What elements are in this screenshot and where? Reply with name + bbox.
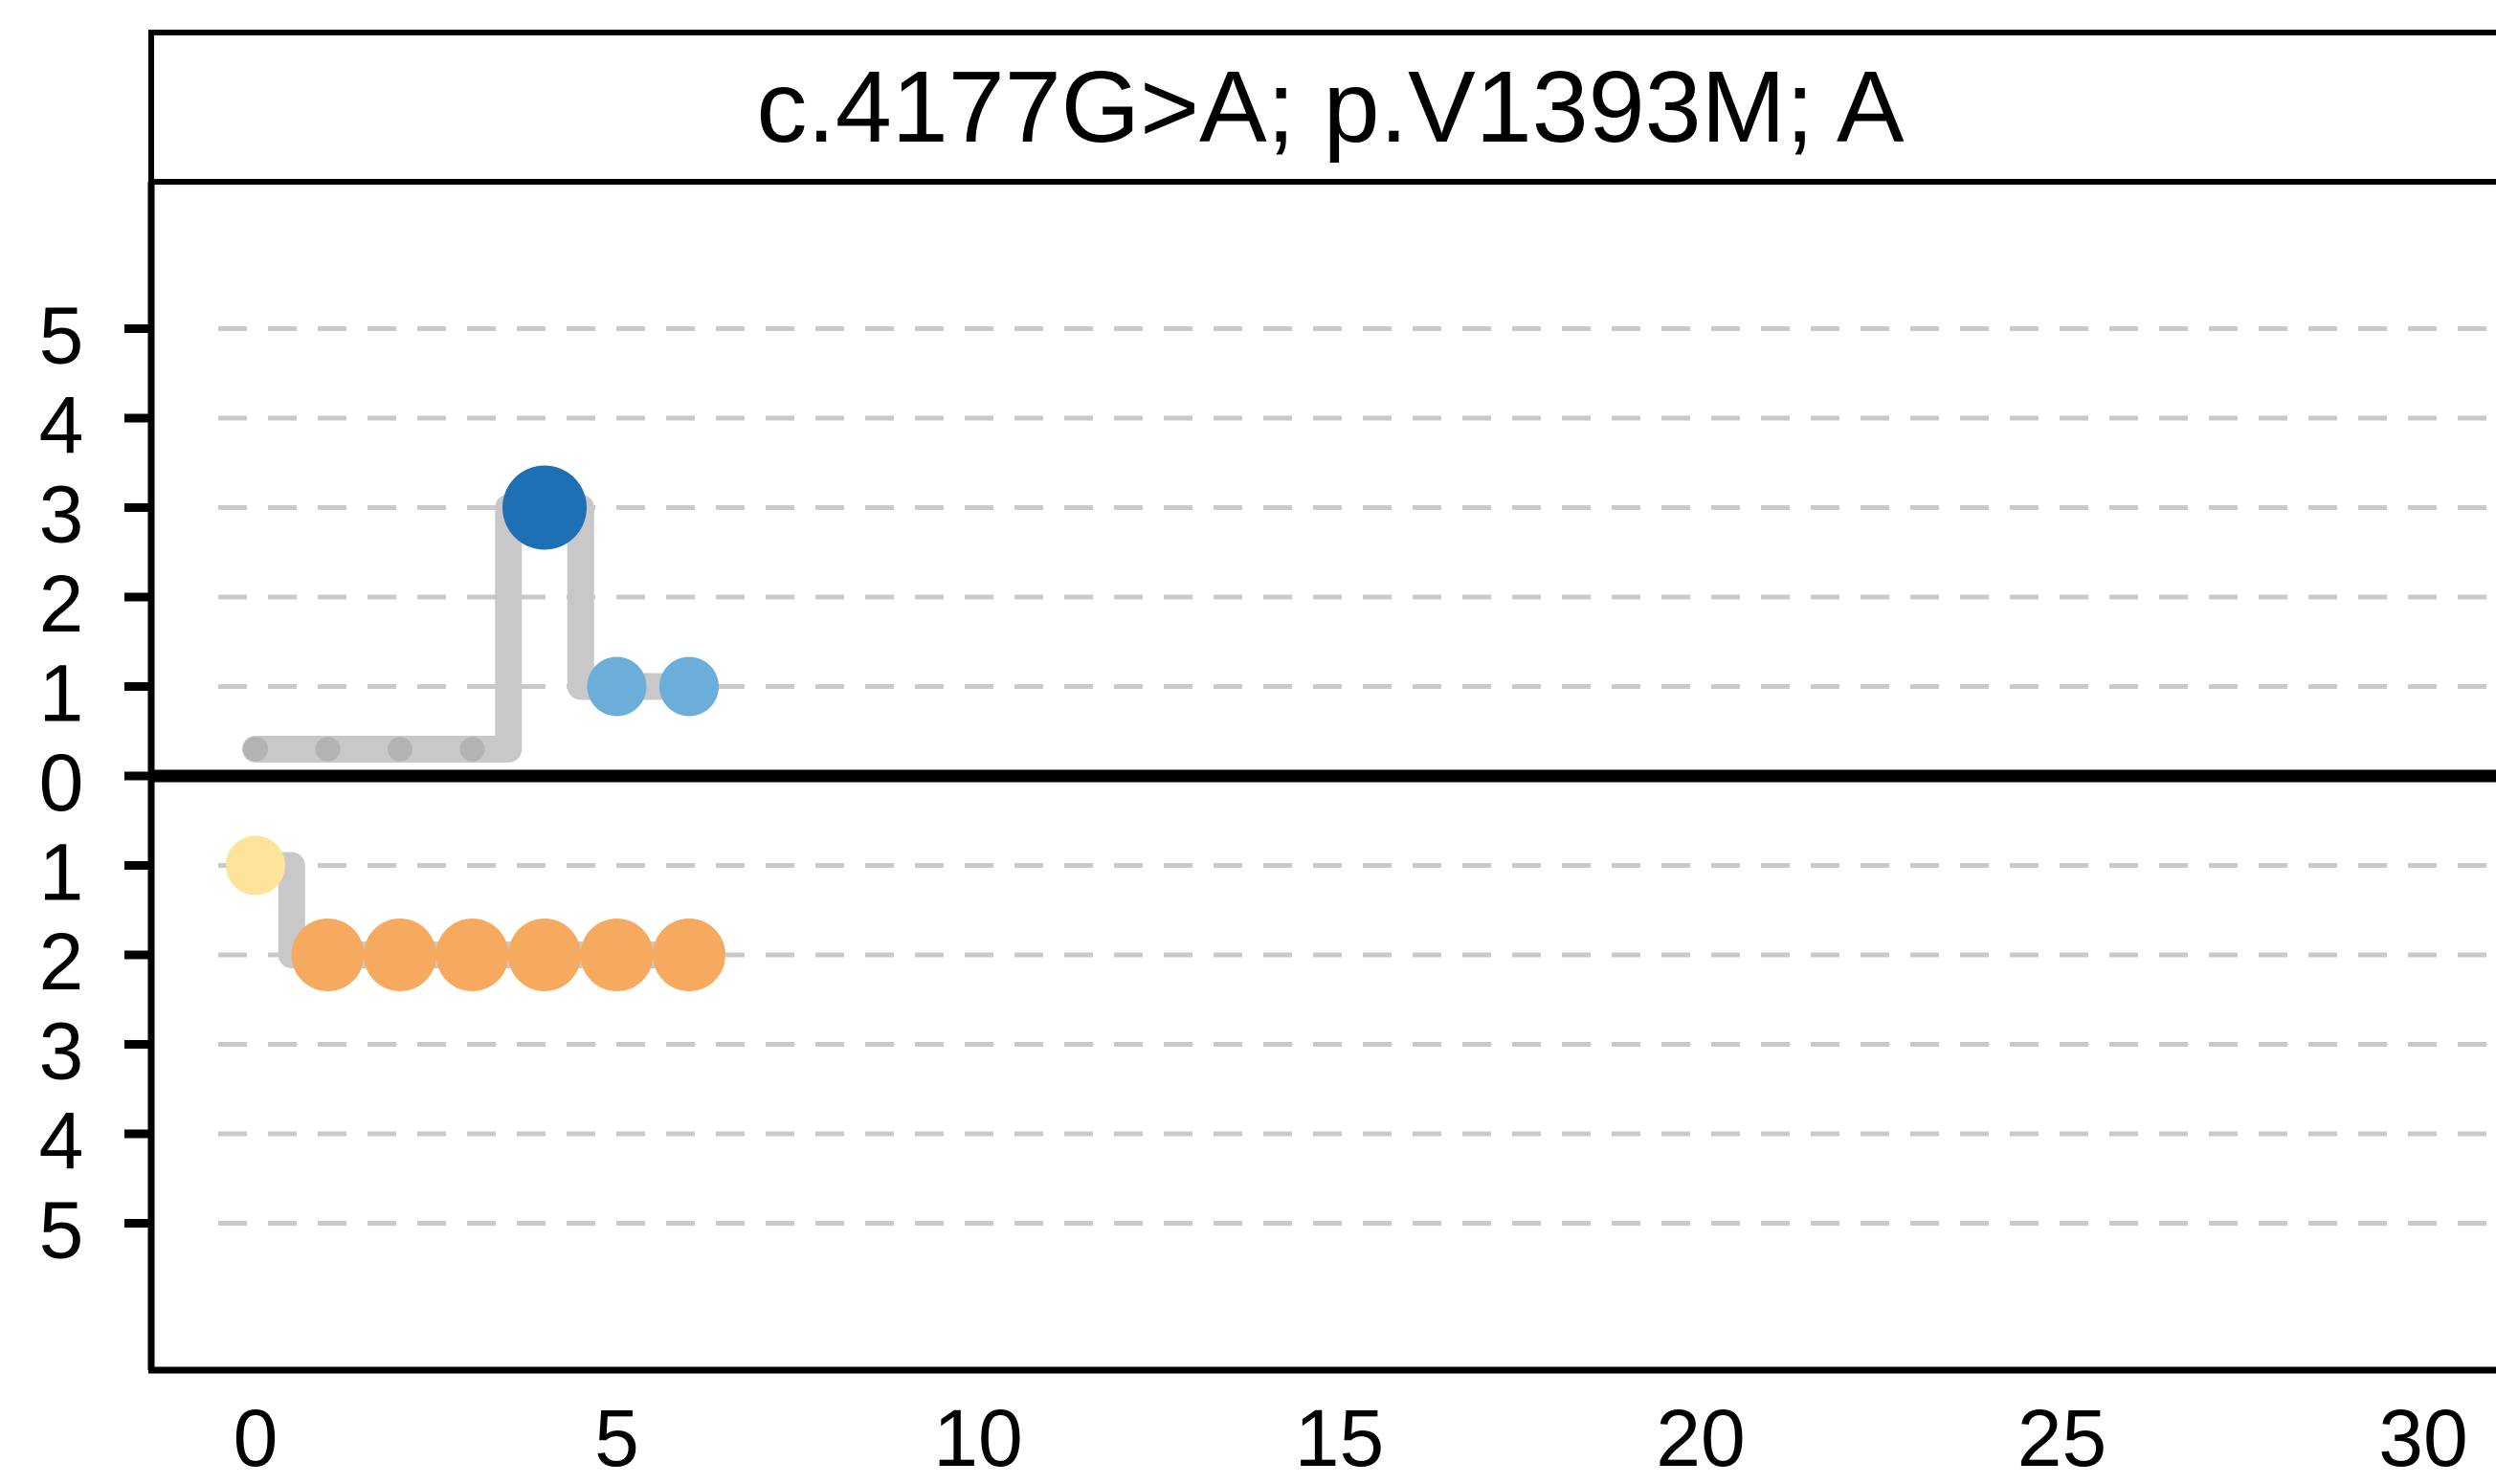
data-point [653, 919, 725, 991]
x-tick-label: 25 [2017, 1393, 2106, 1483]
x-tick-label: 5 [594, 1393, 639, 1483]
y-tick-label: 1 [39, 828, 84, 918]
y-tick-label: 4 [39, 380, 84, 470]
x-tick-label: 30 [2378, 1393, 2467, 1483]
y-tick-label: 2 [39, 917, 84, 1007]
data-point [243, 736, 268, 762]
data-point [502, 465, 587, 550]
data-points [226, 465, 725, 991]
title-strip-border [148, 30, 2496, 185]
y-tick-label: 3 [39, 1007, 84, 1096]
y-tick-label: 5 [39, 291, 84, 381]
x-tick-label: 15 [1295, 1393, 1384, 1483]
x-tick-label: 20 [1656, 1393, 1745, 1483]
data-point [315, 736, 341, 762]
y-tick-label: 1 [39, 649, 84, 739]
y-tick-label: 5 [39, 1185, 84, 1275]
y-tick-label: 4 [39, 1096, 84, 1185]
x-tick-label: 0 [234, 1393, 279, 1483]
data-point [226, 835, 285, 896]
x-tick-label: 10 [933, 1393, 1022, 1483]
chart-title: c.4177G>A; p.V1393M; A [756, 51, 1904, 164]
data-point [388, 736, 412, 762]
step-tracks [242, 494, 702, 968]
y-tick-label: 2 [39, 559, 84, 649]
data-point [459, 736, 485, 762]
data-point [659, 656, 719, 717]
y-tick-label: 0 [39, 738, 84, 828]
data-point [291, 919, 365, 991]
data-point [435, 919, 509, 991]
y-tick-label: 3 [39, 470, 84, 560]
data-point [580, 919, 654, 991]
data-point [587, 656, 647, 717]
x-axis-ticks: 0 5 10 15 20 25 30 [234, 1393, 2468, 1483]
data-point [508, 919, 581, 991]
gridlines [218, 326, 2496, 1226]
data-point [364, 919, 436, 991]
